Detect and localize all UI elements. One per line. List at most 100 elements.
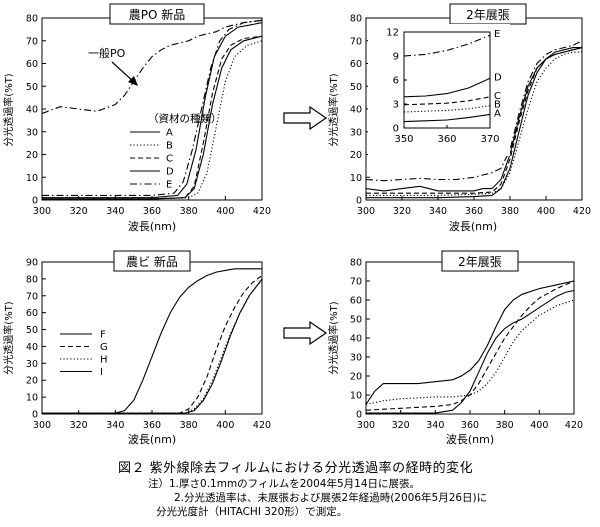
legend-label-F: F xyxy=(100,330,106,341)
series-line-D xyxy=(365,47,583,192)
figure-caption: 図２ 紫外線除去フィルムにおける分光透過率の経時的変化 xyxy=(118,461,474,476)
x-tick-label: 400 xyxy=(216,206,234,217)
y-tick-label: 40 xyxy=(26,105,38,116)
y-tick-label: 60 xyxy=(350,296,362,307)
chart-title: 農PO 新品 xyxy=(129,7,186,22)
y-tick-label: 20 xyxy=(26,150,38,161)
legend-title: （資材の種類） xyxy=(148,112,222,125)
x-tick-label: 420 xyxy=(565,420,583,431)
x-tick-label: 320 xyxy=(70,206,88,217)
annotation-arrow-head xyxy=(128,76,138,86)
y-tick-label: 80 xyxy=(350,14,362,25)
series-group xyxy=(42,268,263,414)
series-line-H xyxy=(42,280,263,414)
x-tick-label: 300 xyxy=(357,206,375,217)
y-tick-label: 30 xyxy=(26,359,38,370)
series-line-B xyxy=(366,51,582,196)
series-line-I xyxy=(42,278,263,414)
series-line-I xyxy=(366,289,575,414)
y-tick-label: 90 xyxy=(26,258,38,269)
x-axis-label: 波長(nm) xyxy=(128,433,176,446)
y-tick-label: 0 xyxy=(356,196,362,207)
inset-series-label-E: E xyxy=(494,29,500,40)
inset-series-label-A: A xyxy=(494,108,501,119)
series-line-F xyxy=(365,280,575,405)
figure-note-2: 2.分光透過率は、未展張および展張2年経過時(2006年5月26日)に xyxy=(174,492,488,504)
series-line-G xyxy=(365,280,575,411)
inset-series-label-B: B xyxy=(494,100,501,111)
legend-label-E: E xyxy=(166,180,172,191)
y-tick-label: 40 xyxy=(350,334,362,345)
x-axis-label: 波長(nm) xyxy=(128,220,176,233)
y-tick-label: 40 xyxy=(26,342,38,353)
annotation-arrow-shaft xyxy=(111,61,135,83)
x-tick-label: 400 xyxy=(216,420,234,431)
y-axis-label: 分光透過率(%T) xyxy=(327,73,340,147)
x-tick-label: 420 xyxy=(253,206,271,217)
inset-series-line-A xyxy=(403,113,491,123)
series-group xyxy=(41,19,263,200)
y-tick-label: 30 xyxy=(350,353,362,364)
x-tick-label: 360 xyxy=(143,206,161,217)
annotation-general-po: 一般PO xyxy=(88,47,126,60)
x-tick-label: 380 xyxy=(501,206,519,217)
y-tick-label: 80 xyxy=(26,14,38,25)
x-tick-label: 340 xyxy=(106,420,124,431)
chart-title: 2年展張 xyxy=(458,255,502,269)
inset-y-tick-label: 9 xyxy=(393,52,399,63)
chart-panel-agvinyl-new: 300 320 340 360 380 400 420 0 10 20 30 40 50 60 70 80 90… xyxy=(2,250,271,446)
x-tick-label: 340 xyxy=(106,206,124,217)
x-tick-label: 340 xyxy=(429,206,447,217)
right-arrow-icon xyxy=(283,105,328,131)
y-tick-label: 10 xyxy=(350,173,362,184)
right-arrow-icon xyxy=(283,320,328,346)
inset-y-tick-label: 0 xyxy=(393,124,399,135)
inset-series-line-E xyxy=(403,34,491,57)
y-tick-label: 50 xyxy=(350,82,362,93)
x-tick-label: 300 xyxy=(33,420,51,431)
y-tick-label: 20 xyxy=(350,150,362,161)
series-line-G xyxy=(42,275,263,414)
x-tick-label: 380 xyxy=(180,206,198,217)
x-tick-label: 320 xyxy=(392,420,410,431)
figure-note-3: 分光光度計（HITACHI 320形）で測定。 xyxy=(156,506,348,518)
y-axis-label: 分光透過率(%T) xyxy=(2,73,15,147)
x-tick-label: 300 xyxy=(33,206,51,217)
x-axis-label: 波長(nm) xyxy=(446,433,494,446)
legend-label-A: A xyxy=(166,128,173,139)
inset-y-tick-label: 3 xyxy=(393,100,399,111)
chart-title-box xyxy=(441,250,519,272)
legend-label-H: H xyxy=(100,355,108,366)
inset-series-label-D: D xyxy=(494,72,502,83)
chart-title: 農ビ 新品 xyxy=(126,254,178,269)
inset-x-tick-label: 370 xyxy=(480,134,499,145)
series-line-H xyxy=(365,299,575,406)
inset-series-line-C xyxy=(403,96,491,106)
inset-background xyxy=(368,24,510,156)
y-tick-label: 30 xyxy=(350,127,362,138)
series-line-D xyxy=(42,22,263,199)
inset-y-tick-label: 12 xyxy=(386,28,399,39)
x-tick-label: 340 xyxy=(426,420,444,431)
y-tick-label: 20 xyxy=(350,372,362,383)
chart-panel-agpo-new: 300 320 340 360 380 400 420 0 10 20 30 40 50 60 70 80 波長… xyxy=(2,3,271,233)
series-line-E xyxy=(42,19,263,196)
inset-series-label-C: C xyxy=(494,91,501,102)
legend-label-I: I xyxy=(100,367,103,378)
y-tick-label: 10 xyxy=(26,393,38,404)
y-tick-label: 50 xyxy=(350,315,362,326)
legend-label-C: C xyxy=(166,154,173,165)
inset-x-tick-label: 360 xyxy=(437,134,456,145)
y-tick-label: 30 xyxy=(26,127,38,138)
y-tick-label: 70 xyxy=(26,291,38,302)
y-axis-label: 分光透過率(%T) xyxy=(327,301,340,375)
y-tick-label: 80 xyxy=(350,258,362,269)
x-tick-label: 360 xyxy=(461,420,479,431)
y-tick-label: 50 xyxy=(26,82,38,93)
y-tick-label: 0 xyxy=(32,410,38,421)
x-tick-label: 420 xyxy=(573,206,591,217)
y-tick-label: 60 xyxy=(26,308,38,319)
chart-panel-agvinyl-2yr: 300 320 340 360 380 400 420 0 10 20 30 40 50 60 70 80 波長… xyxy=(327,250,583,446)
